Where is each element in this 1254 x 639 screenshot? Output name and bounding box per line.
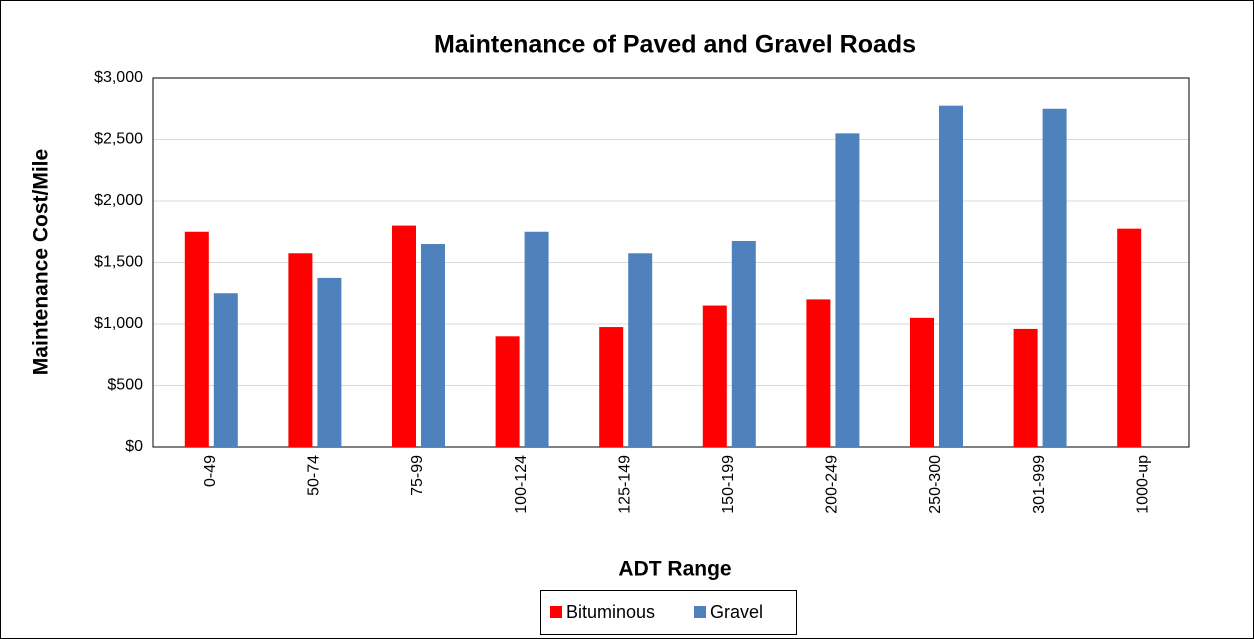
x-tick-label: 50-74: [306, 455, 323, 496]
bar: [835, 133, 860, 447]
bar: [421, 244, 445, 447]
x-tick-label: 200-249: [824, 455, 841, 514]
bar: [1042, 108, 1067, 447]
x-tick-label: 0-49: [202, 455, 219, 487]
legend-swatch: [550, 606, 562, 618]
y-tick-label: $0: [125, 438, 143, 455]
x-tick-label: 100-124: [513, 455, 530, 514]
x-tick-label: 125-149: [616, 455, 633, 514]
x-tick-label: 1000-up: [1134, 455, 1151, 514]
bar: [524, 231, 549, 447]
bar: [599, 327, 624, 447]
x-tick-label: 250-300: [927, 455, 944, 514]
bar: [288, 253, 313, 447]
plot-border: [152, 77, 1190, 448]
legend-box: [540, 590, 797, 635]
bar: [184, 231, 209, 447]
chart-title: Maintenance of Paved and Gravel Roads: [434, 31, 916, 59]
legend-label: Bituminous: [566, 602, 655, 622]
bar: [910, 317, 934, 447]
bar: [317, 277, 342, 447]
bar: [939, 105, 963, 448]
bar: [495, 336, 520, 447]
bar: [731, 240, 756, 447]
x-tick-label: 301-999: [1031, 455, 1048, 514]
y-tick-label: $3,000: [94, 69, 143, 86]
x-tick-label: 75-99: [409, 455, 426, 496]
bar: [1117, 228, 1142, 447]
bar: [392, 225, 416, 447]
y-tick-label: $1,500: [94, 254, 143, 271]
legend-label: Gravel: [710, 602, 763, 622]
x-axis-title: ADT Range: [618, 558, 731, 581]
y-tick-label: $1,000: [94, 315, 143, 332]
bar: [628, 253, 653, 447]
bar: [702, 305, 727, 447]
legend-swatch: [694, 606, 706, 618]
bar: [213, 293, 238, 447]
y-tick-label: $2,500: [94, 131, 143, 148]
bar: [806, 299, 831, 447]
bar: [1013, 328, 1038, 447]
x-tick-label: 150-199: [720, 455, 737, 514]
y-tick-label: $2,000: [94, 192, 143, 209]
y-tick-label: $500: [107, 377, 143, 394]
y-axis-title: Maintenance Cost/Mile: [30, 149, 53, 375]
